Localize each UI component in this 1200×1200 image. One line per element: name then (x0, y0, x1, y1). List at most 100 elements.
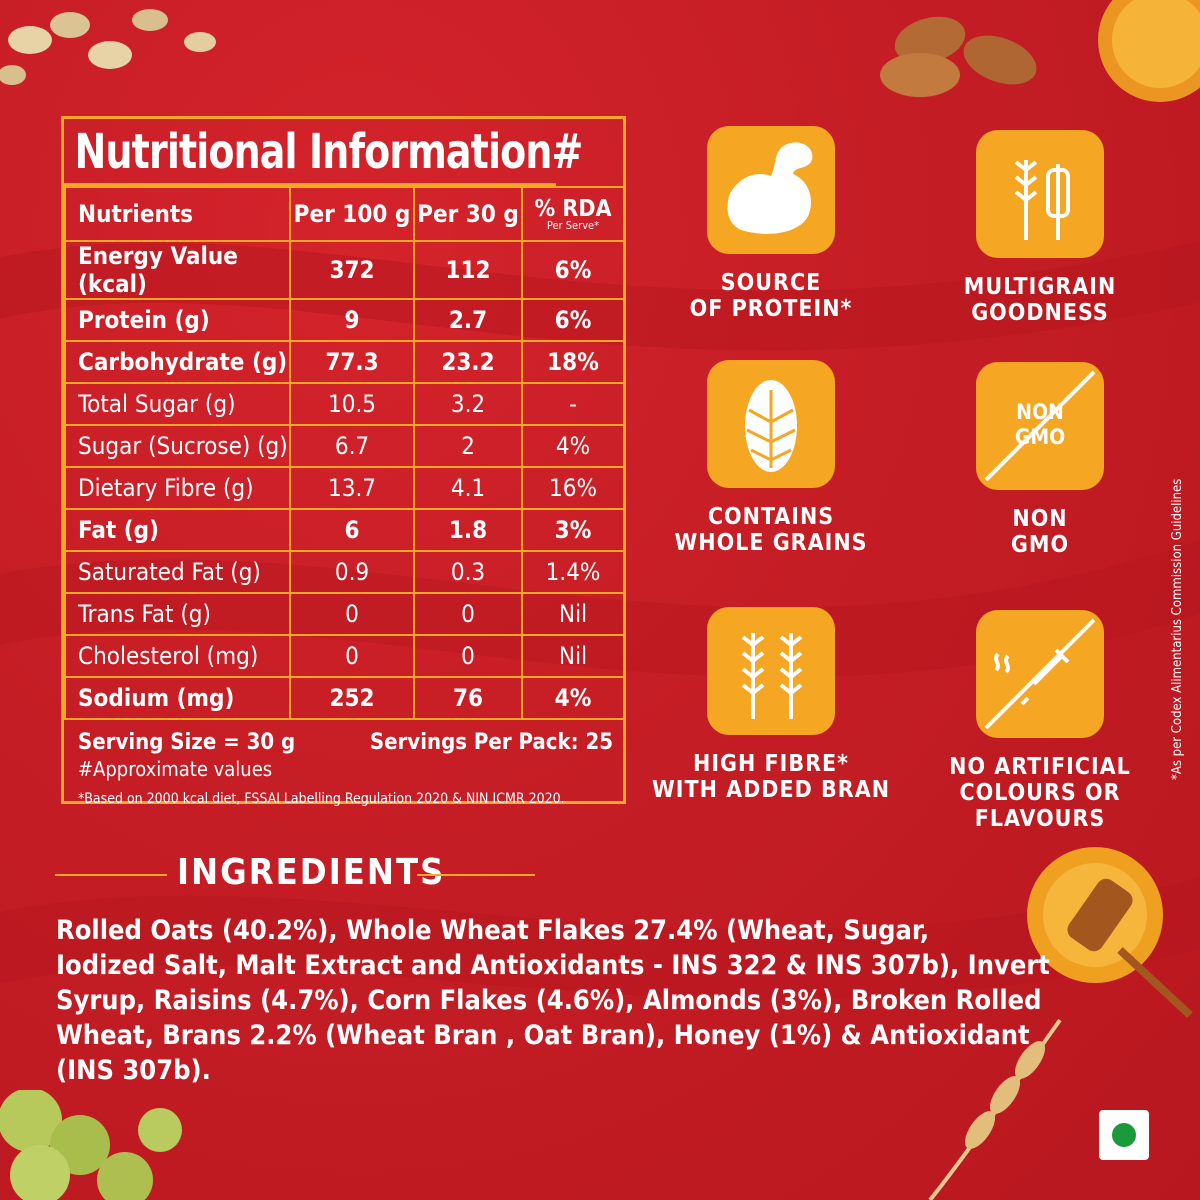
badge-noartificial-line1: NO ARTIFICIAL (949, 754, 1131, 780)
value-per100: 0 (289, 592, 415, 636)
ingredients-title: INGREDIENTS (177, 852, 446, 893)
badge-fibre-tile (707, 607, 835, 735)
value-rda: - (521, 382, 625, 426)
value-rda: 4% (521, 676, 625, 720)
badge-protein-label: SOURCE OF PROTEIN* (651, 270, 891, 322)
value-rda: 1.4% (521, 550, 625, 594)
nutrition-footer: Serving Size = 30 g Servings Per Pack: 2… (64, 720, 623, 807)
wheat-grain-icon (745, 380, 797, 472)
value-per30: 2 (413, 424, 523, 468)
ingredients-line: Wheat, Brans 2.2% (Wheat Bran , Oat Bran… (56, 1020, 1030, 1051)
ingredients-line: Syrup, Raisins (4.7%), Corn Flakes (4.6%… (56, 985, 1042, 1016)
oat-stalk-decoration (928, 1018, 1062, 1200)
value-per100: 13.7 (289, 466, 415, 510)
serving-row: Serving Size = 30 g Servings Per Pack: 2… (78, 730, 613, 755)
value-per30: 0 (413, 634, 523, 678)
nutrition-table: Nutrients Per 100 g Per 30 g % RDA Per S… (64, 186, 625, 720)
badge-multigrain-line1: MULTIGRAIN (963, 274, 1117, 300)
badge-multigrain-label: MULTIGRAIN GOODNESS (920, 274, 1160, 326)
value-per100: 10.5 (289, 382, 415, 426)
veg-mark-icon (1099, 1110, 1149, 1160)
non-gmo-icon (984, 370, 1096, 482)
value-per30: 0 (413, 592, 523, 636)
value-per30: 76 (413, 676, 523, 720)
grapes-decoration (0, 1090, 182, 1200)
nutrient-name: Protein (g) (64, 298, 291, 342)
nutrient-name: Total Sugar (g) (64, 382, 291, 426)
badge-protein-line1: SOURCE (720, 270, 822, 296)
value-rda: Nil (521, 592, 625, 636)
badge-nongmo-label: NON GMO (920, 506, 1160, 558)
value-per100: 9 (289, 298, 415, 342)
value-rda: 16% (521, 466, 625, 510)
servings-per-pack: Servings Per Pack: 25 (369, 730, 613, 755)
nutrient-name: Saturated Fat (g) (64, 550, 291, 594)
value-rda: 4% (521, 424, 625, 468)
nutrient-name: Energy Value (kcal) (64, 240, 291, 300)
value-per100: 6.7 (289, 424, 415, 468)
nutrition-title: Nutritional Information# (64, 119, 583, 186)
ingredients-line: Rolled Oats (40.2%), Whole Wheat Flakes … (56, 915, 930, 946)
header-nutrients: Nutrients (64, 186, 291, 242)
value-per30: 3.2 (413, 382, 523, 426)
table-row: Carbohydrate (g) 77.3 23.2 18% (64, 340, 625, 384)
value-per30: 0.3 (413, 550, 523, 594)
codex-side-note: *As per Codex Alimentarius Commission Gu… (1170, 478, 1185, 780)
flexed-arm-icon (727, 142, 813, 234)
almonds-honey-decoration (880, 0, 1200, 102)
value-per30: 112 (413, 240, 523, 300)
table-row: Sodium (mg) 252 76 4% (64, 676, 625, 720)
oats-decoration (0, 9, 216, 85)
value-per100: 77.3 (289, 340, 415, 384)
badge-protein: SOURCE OF PROTEIN* (651, 126, 891, 322)
badge-wholegrain-line2: WHOLE GRAINS (674, 530, 868, 556)
non-gmo-tile-text: NON GMO (976, 400, 1104, 450)
ingredients-text: Rolled Oats (40.2%), Whole Wheat Flakes … (56, 913, 1056, 1088)
badge-nongmo: NON GMO NON GMO (920, 362, 1160, 558)
approx-note: #Approximate values (78, 757, 273, 781)
badge-noartificial: NO ARTIFICIAL COLOURS OR FLAVOURS (920, 610, 1160, 832)
non-gmo-tile-line2: GMO (1014, 425, 1066, 449)
badge-wholegrain: CONTAINS WHOLE GRAINS (651, 360, 891, 556)
value-rda: Nil (521, 634, 625, 678)
value-per100: 0.9 (289, 550, 415, 594)
badge-fibre: HIGH FIBRE* WITH ADDED BRAN (651, 607, 891, 803)
ingredients-line: Iodized Salt, Malt Extract and Antioxida… (56, 950, 1050, 981)
table-row: Fat (g) 6 1.8 3% (64, 508, 625, 552)
table-row: Saturated Fat (g) 0.9 0.3 1.4% (64, 550, 625, 594)
badge-wholegrain-tile (707, 360, 835, 488)
badge-multigrain-tile (976, 130, 1104, 258)
serving-size: Serving Size = 30 g (78, 730, 296, 755)
value-per100: 372 (289, 240, 415, 300)
value-per100: 6 (289, 508, 415, 552)
badge-protein-tile (707, 126, 835, 254)
table-row: Cholesterol (mg) 0 0 Nil (64, 634, 625, 678)
table-row: Energy Value (kcal) 372 112 6% (64, 240, 625, 300)
value-rda: 6% (521, 240, 625, 300)
value-rda: 3% (521, 508, 625, 552)
ingredients-line: (INS 307b). (56, 1055, 211, 1086)
nutrient-name: Carbohydrate (g) (64, 340, 291, 384)
table-row: Dietary Fibre (g) 13.7 4.1 16% (64, 466, 625, 510)
header-rda-sub: Per Serve* (546, 218, 600, 232)
veg-dot (1112, 1123, 1136, 1147)
nutrient-name: Fat (g) (64, 508, 291, 552)
badge-fibre-line2: WITH ADDED BRAN (651, 777, 891, 803)
value-rda: 6% (521, 298, 625, 342)
table-header-row: Nutrients Per 100 g Per 30 g % RDA Per S… (64, 186, 625, 242)
grains-icon (1014, 160, 1070, 240)
heading-rule-left (55, 874, 167, 876)
badge-noartificial-label: NO ARTIFICIAL COLOURS OR FLAVOURS (920, 754, 1160, 832)
badge-nongmo-tile: NON GMO (976, 362, 1104, 490)
table-row: Trans Fat (g) 0 0 Nil (64, 592, 625, 636)
value-per30: 1.8 (413, 508, 523, 552)
badge-nongmo-line2: GMO (1010, 532, 1070, 558)
honey-dipper-decoration (1027, 847, 1193, 1018)
non-gmo-tile-line1: NON (1016, 400, 1064, 424)
nutrient-name: Cholesterol (mg) (64, 634, 291, 678)
wheat-stalks-icon (741, 633, 803, 719)
value-per30: 4.1 (413, 466, 523, 510)
heading-rule-right (417, 874, 535, 876)
badge-multigrain: MULTIGRAIN GOODNESS (920, 130, 1160, 326)
nutrient-name: Dietary Fibre (g) (64, 466, 291, 510)
